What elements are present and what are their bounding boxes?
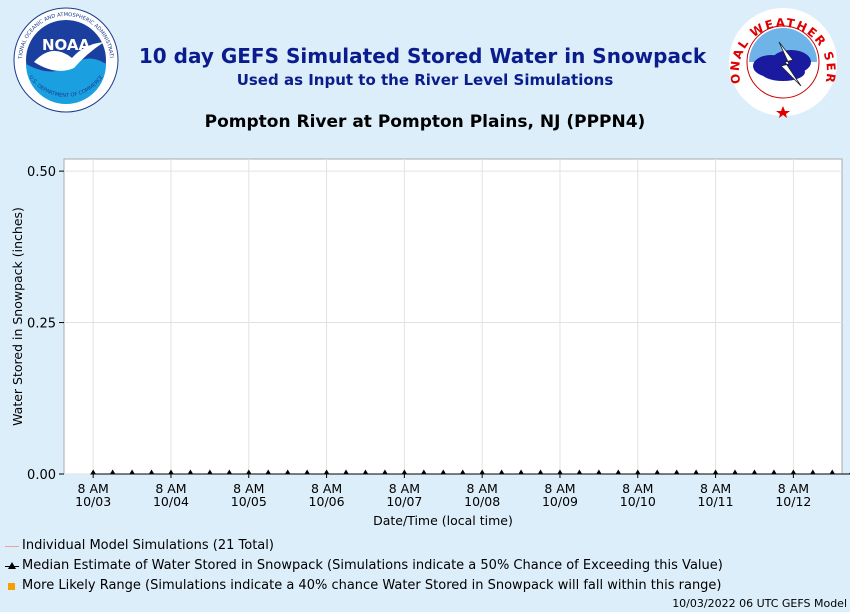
y-tick-label: 0.50 — [27, 165, 56, 180]
legend-label-median: Median Estimate of Water Stored in Snowp… — [22, 558, 723, 573]
legend-triangle-symbol — [4, 560, 20, 572]
y-axis-label: Water Stored in Snowpack (inches) — [10, 207, 25, 426]
median-series-point — [323, 469, 330, 475]
x-tick-time-label: 8 AM — [233, 481, 264, 496]
x-tick-time-label: 8 AM — [155, 481, 186, 496]
median-series-point — [90, 469, 97, 475]
median-series-point — [479, 469, 486, 475]
median-series-point — [518, 469, 525, 475]
median-series-point — [420, 469, 427, 475]
median-series-point — [829, 469, 836, 475]
median-series-point — [595, 469, 602, 475]
median-series-point — [809, 469, 816, 475]
median-series-point — [304, 469, 311, 475]
model-run-footer: 10/03/2022 06 UTC GEFS Model — [672, 597, 847, 610]
x-tick-time-label: 8 AM — [544, 481, 575, 496]
x-tick-date-label: 10/12 — [775, 494, 811, 509]
x-tick-date-label: 10/10 — [620, 494, 656, 509]
median-series-point — [148, 469, 155, 475]
legend-label-range: More Likely Range (Simulations indicate … — [22, 578, 722, 593]
y-tick-label: 0.00 — [27, 468, 56, 483]
median-series-point — [245, 469, 252, 475]
x-tick-time-label: 8 AM — [467, 481, 498, 496]
median-series-point — [401, 469, 408, 475]
median-series-point — [576, 469, 583, 475]
median-series-point — [654, 469, 661, 475]
legend-item-individual: Individual Model Simulations (21 Total) — [4, 538, 274, 553]
median-series-point — [615, 469, 622, 475]
median-series-point — [284, 469, 291, 475]
median-series-point — [498, 469, 505, 475]
median-series-point — [732, 469, 739, 475]
x-tick-date-label: 10/11 — [698, 494, 734, 509]
median-series-point — [265, 469, 272, 475]
median-series-point — [362, 469, 369, 475]
noaa-logo: NOAA NATIONAL OCEANIC AND ATMOSPHERIC AD… — [12, 6, 119, 113]
legend-square-symbol — [4, 580, 20, 592]
legend-item-range: More Likely Range (Simulations indicate … — [4, 578, 722, 593]
x-tick-date-label: 10/09 — [542, 494, 578, 509]
median-series-point — [693, 469, 700, 475]
median-series-point — [673, 469, 680, 475]
median-series-point — [129, 469, 136, 475]
y-tick-label: 0.25 — [27, 317, 56, 332]
median-series-point — [770, 469, 777, 475]
x-tick-date-label: 10/05 — [231, 494, 267, 509]
median-series-point — [751, 469, 758, 475]
median-series-point — [109, 469, 116, 475]
median-series-point — [167, 469, 174, 475]
legend-item-median: Median Estimate of Water Stored in Snowp… — [4, 558, 723, 573]
noaa-logo-text: NOAA — [42, 36, 91, 54]
x-tick-date-label: 10/07 — [386, 494, 422, 509]
median-series-point — [226, 469, 233, 475]
x-tick-time-label: 8 AM — [778, 481, 809, 496]
x-tick-date-label: 10/03 — [75, 494, 111, 509]
legend-line-symbol — [4, 540, 20, 552]
chart-subtitle: Used as Input to the River Level Simulat… — [236, 71, 614, 89]
median-series-point — [381, 469, 388, 475]
x-tick-time-label: 8 AM — [622, 481, 653, 496]
median-series-point — [712, 469, 719, 475]
median-series-point — [206, 469, 213, 475]
nws-logo: NATIONAL WEATHER SERVICE — [727, 6, 837, 118]
median-series-point — [343, 469, 350, 475]
x-axis-label: Date/Time (local time) — [373, 513, 513, 528]
x-tick-date-label: 10/06 — [309, 494, 345, 509]
x-tick-time-label: 8 AM — [78, 481, 109, 496]
median-series-point — [459, 469, 466, 475]
median-series-point — [440, 469, 447, 475]
x-tick-time-label: 8 AM — [311, 481, 342, 496]
plot-area — [63, 158, 843, 475]
median-series-point — [537, 469, 544, 475]
median-series-point — [556, 469, 563, 475]
location-title: Pompton River at Pompton Plains, NJ (PPP… — [204, 112, 646, 132]
x-tick-date-label: 10/04 — [153, 494, 189, 509]
chart-title: 10 day GEFS Simulated Stored Water in Sn… — [138, 44, 707, 68]
median-series-point — [634, 469, 641, 475]
x-tick-date-label: 10/08 — [464, 494, 500, 509]
median-series-point — [187, 469, 194, 475]
x-tick-time-label: 8 AM — [700, 481, 731, 496]
x-tick-time-label: 8 AM — [389, 481, 420, 496]
median-series-point — [790, 469, 797, 475]
legend-label-individual: Individual Model Simulations (21 Total) — [22, 538, 274, 553]
